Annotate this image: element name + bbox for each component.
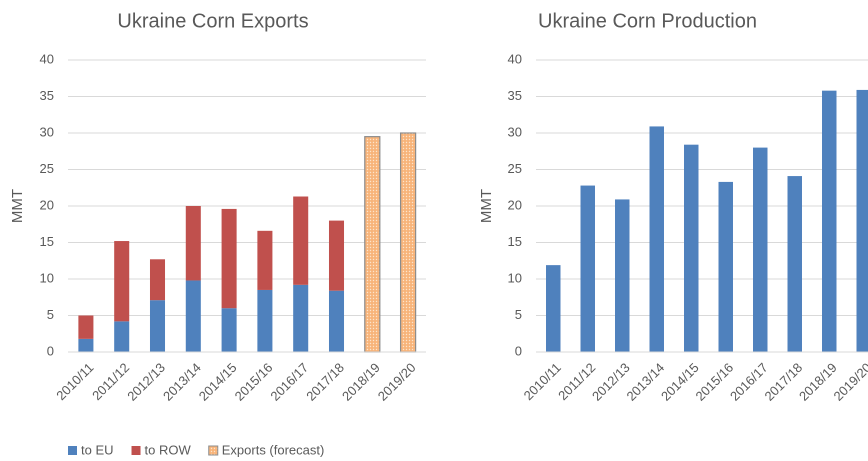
bar <box>185 206 201 281</box>
y-tick-label: 20 <box>508 197 522 212</box>
y-tick-label: 35 <box>508 88 522 103</box>
bar <box>149 259 166 301</box>
y-tick-label: 0 <box>515 343 522 358</box>
x-tick-label: 2013/14 <box>160 360 204 404</box>
bar <box>293 284 309 352</box>
bar <box>78 338 94 352</box>
bar <box>221 208 237 309</box>
y-tick-label: 30 <box>40 124 54 139</box>
chart-title: Ukraine Corn Exports <box>117 10 308 32</box>
y-tick-label: 40 <box>508 51 522 66</box>
bar <box>399 132 417 353</box>
bar <box>185 280 201 352</box>
legend-label: to ROW <box>145 442 192 457</box>
y-tick-label: 0 <box>47 343 54 358</box>
bar <box>328 220 345 291</box>
y-tick-label: 10 <box>508 270 522 285</box>
legend-swatch <box>68 446 77 455</box>
y-tick-label: 35 <box>40 88 54 103</box>
bar <box>364 136 381 353</box>
bar <box>221 308 237 352</box>
bar <box>649 126 664 353</box>
bar <box>753 147 768 352</box>
y-tick-label: 5 <box>47 307 54 322</box>
x-tick-label: 2010/11 <box>53 360 96 403</box>
bar <box>718 181 733 352</box>
x-tick-label: 2012/13 <box>124 360 168 404</box>
y-axis-label: MMT <box>478 189 495 223</box>
bar <box>114 241 130 322</box>
bar <box>580 185 595 352</box>
bar <box>856 89 868 353</box>
x-tick-label: 2011/12 <box>89 360 132 403</box>
y-tick-label: 25 <box>508 161 522 176</box>
y-tick-label: 15 <box>40 234 54 249</box>
y-tick-label: 20 <box>40 197 54 212</box>
bar <box>684 144 699 352</box>
chart-title: Ukraine Corn Production <box>538 10 757 32</box>
bar <box>787 176 802 352</box>
y-tick-label: 15 <box>508 234 522 249</box>
x-tick-label: 2018/19 <box>339 360 383 404</box>
bar <box>615 199 630 352</box>
bar <box>822 90 837 352</box>
legend-swatch <box>208 445 219 456</box>
x-tick-label: 2010/11 <box>521 360 564 403</box>
bar <box>257 289 273 352</box>
bar <box>257 230 273 290</box>
x-tick-label: 2014/15 <box>196 360 240 404</box>
y-tick-label: 10 <box>40 270 54 285</box>
bar <box>149 300 166 352</box>
x-tick-label: 2019/20 <box>830 360 868 404</box>
bar <box>78 315 94 339</box>
y-tick-label: 40 <box>40 51 54 66</box>
bar <box>546 265 561 352</box>
y-tick-label: 5 <box>515 307 522 322</box>
y-tick-label: 30 <box>508 124 522 139</box>
legend-label: Exports (forecast) <box>222 442 325 457</box>
y-axis-label: MMT <box>9 189 26 223</box>
x-tick-label: 2019/20 <box>375 360 419 404</box>
bar <box>328 290 345 352</box>
x-tick-label: 2017/18 <box>303 360 347 404</box>
bar <box>293 196 309 285</box>
y-tick-label: 25 <box>40 161 54 176</box>
legend-swatch <box>131 446 141 455</box>
legend-label: to EU <box>81 442 114 457</box>
x-tick-label: 2015/16 <box>232 360 276 404</box>
bar <box>114 321 130 352</box>
x-tick-label: 2016/17 <box>267 360 311 404</box>
